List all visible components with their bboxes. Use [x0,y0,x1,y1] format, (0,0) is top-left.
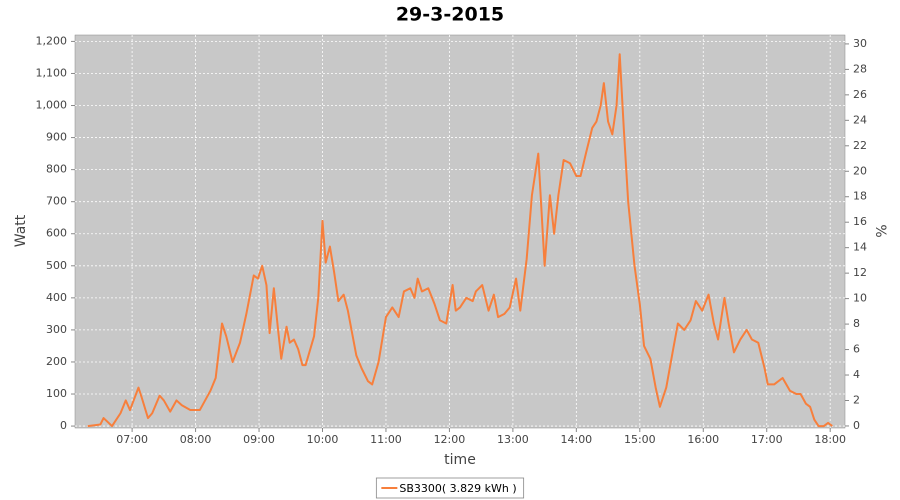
legend-label: SB3300( 3.829 kWh ) [399,482,516,495]
x-tick-label: 15:00 [624,433,656,446]
y2-tick-label: 22 [853,139,867,152]
y2-tick-label: 20 [853,164,867,177]
x-tick-label: 07:00 [116,433,148,446]
y-tick-label: 700 [46,195,67,208]
y-tick-label: 300 [46,323,67,336]
y2-tick-label: 26 [853,88,867,101]
y-axis-label: Watt [13,214,29,247]
y2-tick-label: 14 [853,241,867,254]
x-axis-label: time [444,452,476,468]
x-tick-label: 11:00 [370,433,402,446]
x-tick-label: 18:00 [814,433,846,446]
x-tick-label: 17:00 [751,433,783,446]
y-tick-label: 200 [46,355,67,368]
y-tick-label: 1,000 [36,99,68,112]
x-tick-label: 13:00 [497,433,529,446]
chart-title: 29-3-2015 [396,4,504,26]
y-tick-label: 100 [46,387,67,400]
x-tick-label: 08:00 [180,433,212,446]
y2-tick-label: 12 [853,266,867,279]
legend-box [375,477,525,499]
x-tick-label: 16:00 [687,433,719,446]
data-line [87,53,833,428]
y2-tick-label: 28 [853,62,867,75]
plot-area [74,34,846,429]
x-tick-label: 12:00 [434,433,466,446]
y2-tick-label: 10 [853,292,867,305]
y2-tick-label: 16 [853,215,867,228]
y-tick-label: 1,100 [36,66,68,79]
y-tick-label: 0 [60,419,67,432]
y-tick-label: 600 [46,227,67,240]
x-tick-label: 09:00 [243,433,275,446]
y2-tick-label: 18 [853,190,867,203]
x-tick-label: 14:00 [560,433,592,446]
y2-tick-label: 2 [853,393,860,406]
y2-tick-label: 6 [853,343,860,356]
y2-axis-label: % [872,224,888,237]
y2-tick-label: 8 [853,317,860,330]
y2-tick-label: 24 [853,113,867,126]
y2-tick-label: 0 [853,419,860,432]
y2-tick-label: 30 [853,37,867,50]
x-tick-label: 10:00 [307,433,339,446]
y2-tick-label: 4 [853,368,860,381]
y-tick-label: 800 [46,163,67,176]
y-tick-label: 1,200 [36,34,68,47]
y-tick-label: 400 [46,291,67,304]
y-tick-label: 500 [46,259,67,272]
y-tick-label: 900 [46,131,67,144]
